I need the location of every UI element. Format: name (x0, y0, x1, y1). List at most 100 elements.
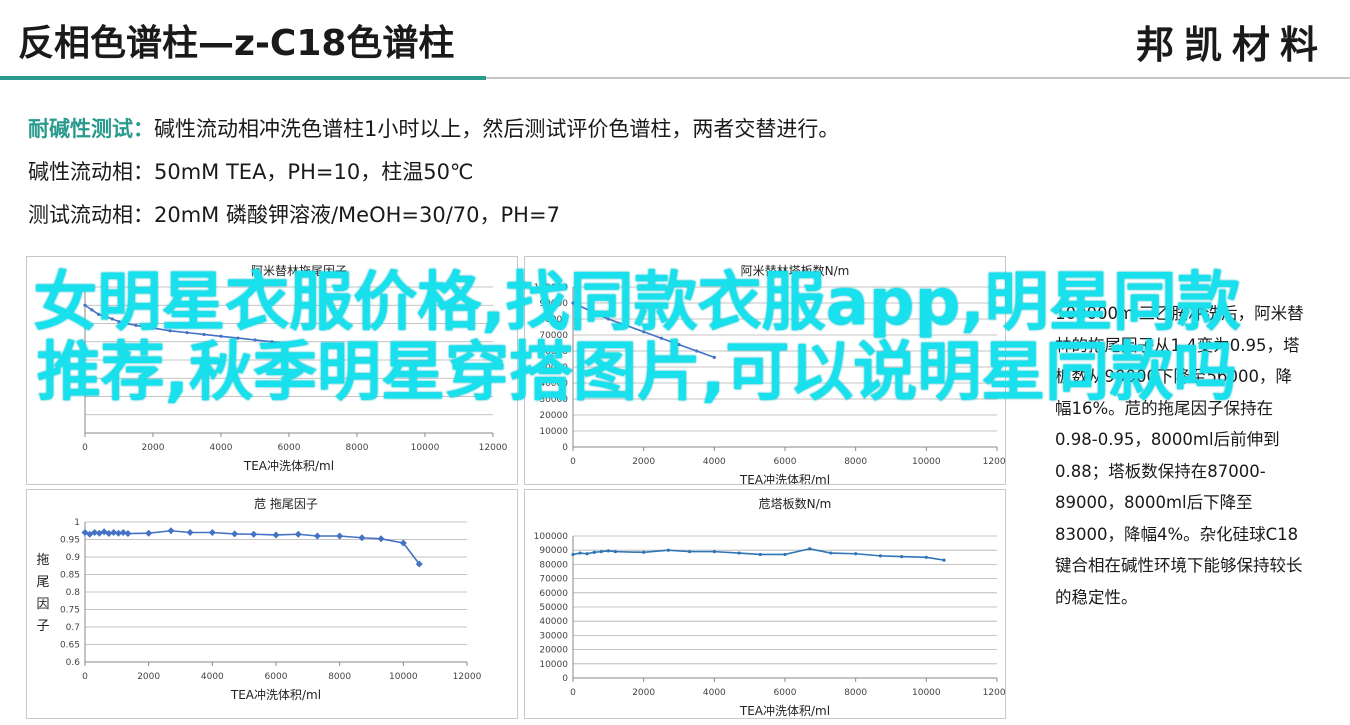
y-tick-label: 70000 (539, 331, 568, 341)
data-point (119, 529, 127, 536)
x-axis-label: TEA冲洗体积/ml (739, 703, 830, 718)
data-point (829, 551, 833, 555)
y-tick-label: 40000 (539, 617, 568, 627)
data-point (613, 550, 617, 554)
chart-title: 苊 拖尾因子 (254, 497, 318, 511)
data-point (415, 560, 423, 568)
y-tick-label: 1 (74, 518, 80, 528)
x-tick-label: 6000 (774, 688, 797, 698)
data-point (117, 320, 121, 324)
y-tick-label: 100000 (534, 283, 569, 293)
y-tick-label: 10000 (539, 660, 568, 670)
x-tick-label: 0 (82, 672, 88, 682)
data-point (854, 552, 858, 556)
data-point (900, 554, 904, 559)
y-tick-label: 10000 (539, 427, 568, 437)
chart-title: 阿米替林拖尾因子 (251, 264, 347, 278)
x-tick-label: 0 (570, 688, 576, 698)
x-tick-label: 6000 (265, 672, 288, 682)
x-tick-label: 0 (82, 443, 88, 453)
x-tick-label: 10000 (411, 443, 440, 453)
y-tick-label: 90000 (539, 299, 568, 309)
y-tick-label: 80000 (539, 315, 568, 325)
data-point (270, 340, 274, 344)
data-point (585, 552, 589, 556)
x-tick-label: 4000 (703, 688, 726, 698)
data-point (659, 336, 663, 340)
y-tick-label: 0.7 (66, 623, 80, 633)
x-tick-label: 2000 (632, 457, 655, 467)
data-point (599, 550, 603, 554)
y-tick-label: 60000 (539, 589, 568, 599)
data-point (124, 321, 128, 326)
data-point (666, 548, 670, 552)
test-mobile-phase-label: 测试流动相： (28, 203, 154, 227)
data-point (578, 551, 582, 555)
x-tick-label: 12000 (983, 688, 1005, 698)
y-tick-label: 70000 (539, 575, 568, 585)
y-tick-label: 40000 (539, 379, 568, 389)
alkaline-mobile-phase-text: 50mM TEA，PH=10，柱温50℃ (154, 160, 474, 184)
x-tick-label: 4000 (703, 457, 726, 467)
data-point (202, 332, 206, 337)
y-tick-label: 50000 (539, 603, 568, 613)
data-point (124, 530, 132, 538)
x-axis-label: TEA冲洗体积/ml (230, 687, 321, 702)
y-tick-label: 50000 (539, 363, 568, 373)
data-point (695, 349, 699, 353)
data-point (336, 532, 344, 540)
x-tick-label: 10000 (912, 457, 941, 467)
y-tick-label: 0.75 (60, 606, 80, 616)
y-tick-label: 0.9 (66, 553, 81, 563)
x-tick-label: 12000 (479, 443, 508, 453)
data-point (167, 527, 175, 535)
x-tick-label: 4000 (201, 672, 224, 682)
data-point (399, 539, 407, 547)
data-point (624, 323, 628, 327)
alkali-test-label: 耐碱性测试： (28, 117, 154, 141)
data-point (606, 317, 610, 321)
alkali-test-line: 耐碱性测试：碱性流动相冲洗色谱柱1小时以上，然后测试评价色谱柱，两者交替进行。 (28, 113, 839, 143)
x-tick-label: 8000 (844, 457, 867, 467)
data-point (688, 550, 692, 554)
data-point (97, 312, 101, 316)
alkali-test-text: 碱性流动相冲洗色谱柱1小时以上，然后测试评价色谱柱，两者交替进行。 (154, 117, 840, 141)
y-tick-label: 60000 (539, 347, 568, 357)
y-tick-label: 0.6 (66, 658, 81, 668)
data-point (110, 529, 118, 536)
data-point (642, 330, 646, 334)
data-point (878, 554, 882, 558)
data-point (377, 535, 385, 543)
data-point (783, 552, 787, 557)
data-point (712, 355, 716, 359)
data-point (592, 550, 596, 554)
y-axis-label-char: 子 (36, 619, 49, 634)
x-tick-label: 12000 (983, 457, 1005, 467)
data-point (642, 550, 646, 554)
data-point (103, 314, 107, 318)
title-underline (486, 77, 1350, 79)
test-mobile-phase-text: 20mM 磷酸钾溶液/MeOH=30/70，PH=7 (154, 203, 560, 227)
data-point (571, 552, 575, 557)
result-description: 100000ml三乙胺冲洗后，阿米替林的拖尾因子从1.4变为0.95，塔板数从9… (1055, 304, 1304, 607)
data-point (272, 531, 280, 539)
alkaline-mobile-phase-line: 碱性流动相：50mM TEA，PH=10，柱温50℃ (28, 156, 474, 186)
data-point (236, 336, 240, 340)
data-point (110, 317, 114, 321)
data-point (208, 529, 216, 536)
chart-title: 苊塔板数N/m (759, 496, 832, 511)
page-title: 反相色谱柱—z-C18色谱柱 (18, 23, 455, 64)
data-point (606, 549, 610, 553)
y-tick-label: 0.8 (66, 588, 81, 598)
chart-amitriptyline-tailing: 阿米替林拖尾因子 0 2000 4000 6000 8000 10000 12000 TEA冲洗… (26, 256, 518, 485)
data-point (231, 530, 239, 538)
data-point (168, 329, 172, 333)
data-point (151, 326, 155, 330)
x-tick-label: 4000 (210, 443, 233, 453)
data-point (83, 303, 87, 307)
x-tick-label: 10000 (389, 672, 418, 682)
data-point (737, 551, 741, 555)
title-underline-accent (0, 76, 486, 80)
data-point (114, 529, 122, 537)
y-axis-label-char: 因 (36, 597, 49, 612)
